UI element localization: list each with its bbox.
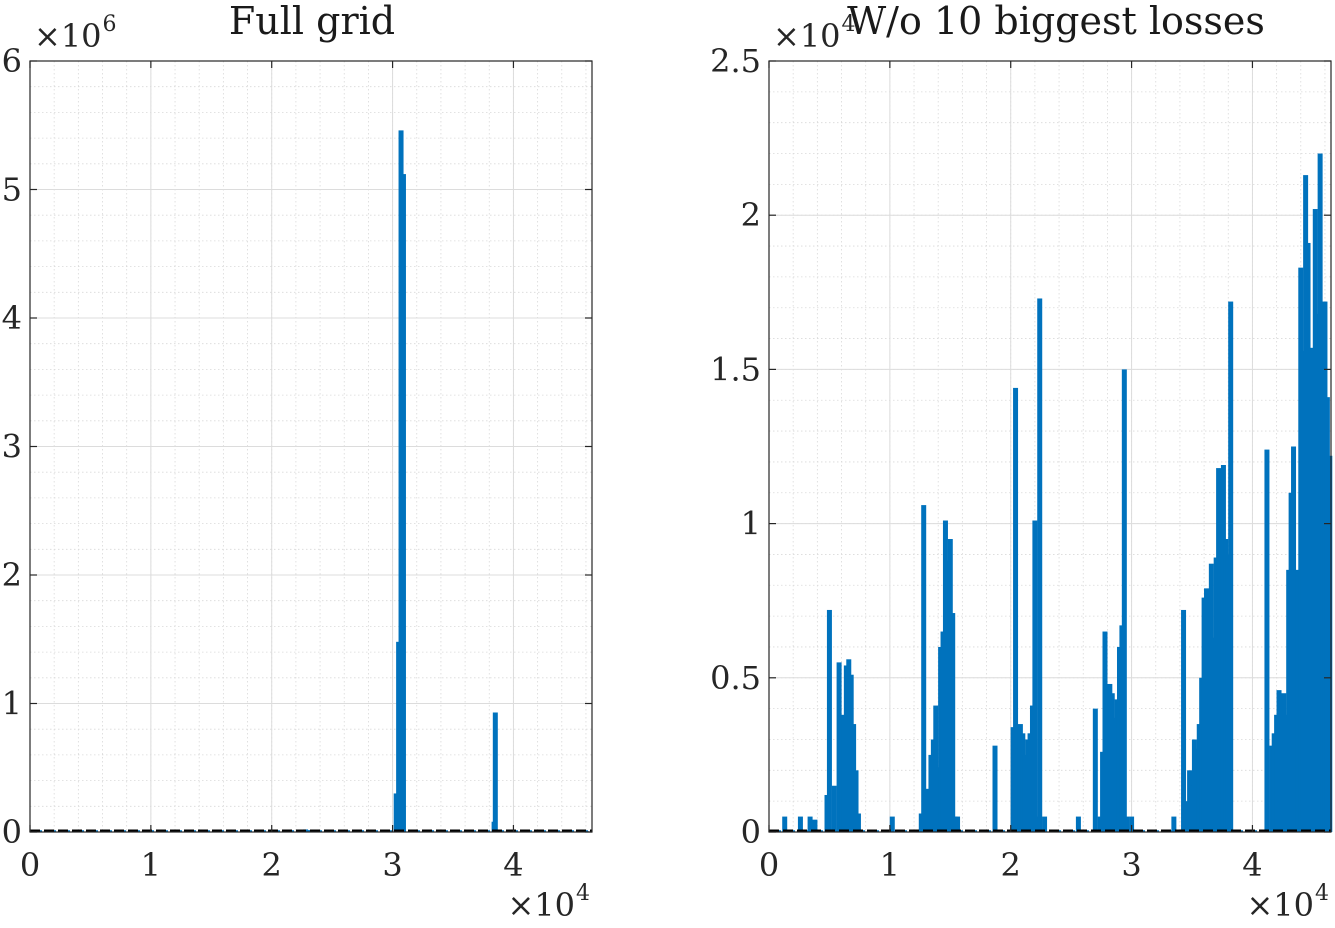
- x-axis-exponent: ×10: [1246, 886, 1314, 924]
- y-tick-label: 3: [2, 428, 22, 466]
- y-axis-exponent-power: 4: [842, 12, 856, 37]
- data-bar: [1032, 520, 1038, 832]
- x-tick-label: 2: [262, 846, 282, 884]
- data-bar: [1181, 609, 1187, 832]
- x-tick-label: 4: [1242, 846, 1262, 884]
- data-bar: [1124, 816, 1130, 832]
- data-bar: [855, 813, 861, 832]
- data-bar: [807, 816, 813, 832]
- data-bar: [1121, 369, 1127, 832]
- x-tick-label: 2: [1001, 846, 1021, 884]
- y-axis-exponent-power: 6: [103, 12, 117, 37]
- data-bar: [836, 662, 842, 832]
- data-bar: [1228, 301, 1234, 832]
- y-tick-label: 0.5: [710, 659, 761, 697]
- data-bar: [1013, 387, 1019, 832]
- chart-title: Full grid: [229, 0, 395, 43]
- data-bar: [782, 816, 788, 832]
- data-bar: [492, 712, 498, 832]
- data-bar: [1291, 446, 1297, 832]
- y-tick-label: 2: [741, 196, 761, 234]
- data-bar: [1264, 449, 1270, 832]
- data-bar: [812, 819, 818, 832]
- data-bar: [1037, 298, 1043, 832]
- x-tick-label: 1: [880, 846, 900, 884]
- y-tick-label: 5: [2, 171, 22, 209]
- y-tick-label: 4: [2, 299, 22, 337]
- data-bar: [1171, 816, 1177, 832]
- chart-title: W/o 10 biggest losses: [847, 0, 1265, 43]
- data-bar: [797, 816, 803, 832]
- data-bar: [400, 174, 406, 832]
- y-tick-label: 1: [2, 685, 22, 723]
- data-bar: [1042, 816, 1048, 832]
- x-tick-label: 0: [759, 846, 779, 884]
- data-bar: [950, 613, 956, 832]
- y-tick-label: 6: [2, 42, 22, 80]
- x-axis-exponent-power: 4: [1315, 881, 1329, 906]
- x-tick-label: 4: [503, 846, 523, 884]
- y-tick-label: 2: [2, 556, 22, 594]
- data-bar: [992, 745, 998, 832]
- data-bar: [955, 816, 961, 832]
- data-bar: [1305, 242, 1311, 832]
- axes-frame: [768, 60, 1332, 833]
- data-bar: [923, 788, 929, 832]
- y-tick-label: 2.5: [710, 42, 761, 80]
- x-axis-exponent-power: 4: [576, 881, 590, 906]
- y-axis-exponent: ×10: [773, 17, 841, 55]
- data-bar: [921, 505, 927, 832]
- right-panel-without-biggest-losses: 0 1 2 3 400.511.522.5×10 44×10W/o 10 biggest …: [710, 0, 1333, 924]
- x-tick-label: 3: [1121, 846, 1141, 884]
- x-tick-label: 3: [382, 846, 402, 884]
- x-axis-exponent: ×10: [507, 886, 575, 924]
- x-tick-label: 0: [20, 846, 40, 884]
- data-bar: [831, 785, 837, 832]
- data-bar: [1129, 816, 1135, 832]
- data-bar: [1075, 816, 1081, 832]
- data-bar: [1092, 708, 1098, 832]
- y-tick-label: 1: [741, 505, 761, 543]
- x-tick-label: 1: [141, 846, 161, 884]
- y-tick-label: 0: [741, 813, 761, 851]
- data-bar: [826, 609, 832, 832]
- y-axis-exponent: ×10: [34, 17, 102, 55]
- y-tick-label: 1.5: [710, 350, 761, 388]
- y-tick-label: 0: [2, 813, 22, 851]
- data-bar: [1327, 455, 1333, 832]
- data-bar: [853, 770, 859, 832]
- data-bar: [889, 816, 895, 832]
